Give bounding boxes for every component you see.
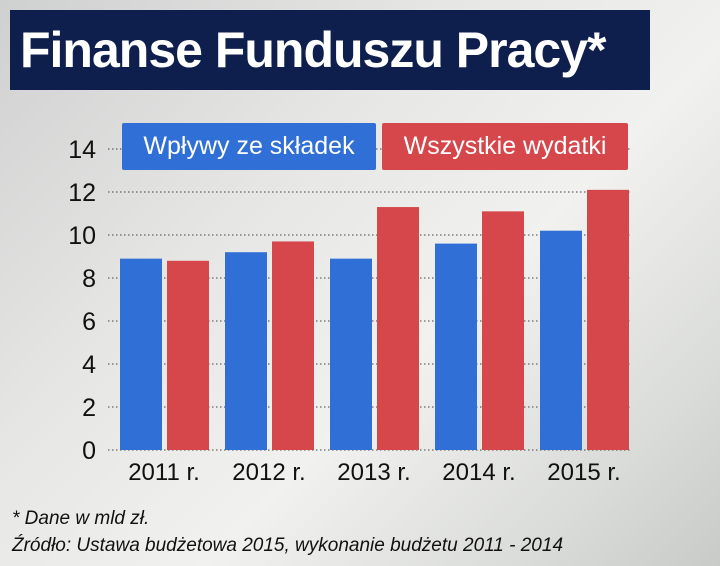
bar-expenses bbox=[587, 189, 629, 450]
source-note: Źródło: Ustawa budżetowa 2015, wykonanie… bbox=[12, 535, 564, 556]
chart-title: Finanse Funduszu Pracy* bbox=[10, 10, 650, 90]
bar-expenses bbox=[377, 207, 419, 450]
y-tick-label: 12 bbox=[68, 179, 96, 207]
y-tick-label: 0 bbox=[82, 437, 96, 465]
bar-expenses bbox=[272, 241, 314, 450]
y-tick-label: 6 bbox=[82, 308, 96, 336]
x-tick-label: 2014 r. bbox=[442, 459, 515, 486]
y-tick-label: 14 bbox=[68, 136, 96, 164]
bar-chart: 0 2 4 6 8 10 12 14 2011 r. 2012 r. 2013 r. 2014 r. 2… bbox=[68, 136, 632, 486]
y-tick-label: 4 bbox=[82, 351, 96, 379]
x-tick-label: 2012 r. bbox=[232, 459, 305, 486]
y-tick-label: 10 bbox=[68, 222, 96, 250]
bar-inflows bbox=[225, 252, 267, 450]
x-tick-label: 2011 r. bbox=[128, 459, 200, 486]
bar-inflows bbox=[540, 230, 582, 450]
x-tick-label: 2013 r. bbox=[337, 459, 410, 486]
bar-expenses bbox=[167, 260, 209, 450]
bar-expenses bbox=[482, 211, 524, 450]
bar-inflows bbox=[120, 258, 162, 450]
bar-inflows bbox=[330, 258, 372, 450]
bar-inflows bbox=[435, 243, 477, 450]
legend-inflows: Wpływy ze składek bbox=[122, 123, 376, 170]
legend-expenses: Wszystkie wydatki bbox=[382, 123, 628, 170]
y-tick-label: 8 bbox=[82, 265, 96, 293]
footnote: * Dane w mld zł. bbox=[12, 508, 150, 529]
x-tick-label: 2015 r. bbox=[547, 459, 620, 486]
y-tick-label: 2 bbox=[82, 394, 96, 422]
